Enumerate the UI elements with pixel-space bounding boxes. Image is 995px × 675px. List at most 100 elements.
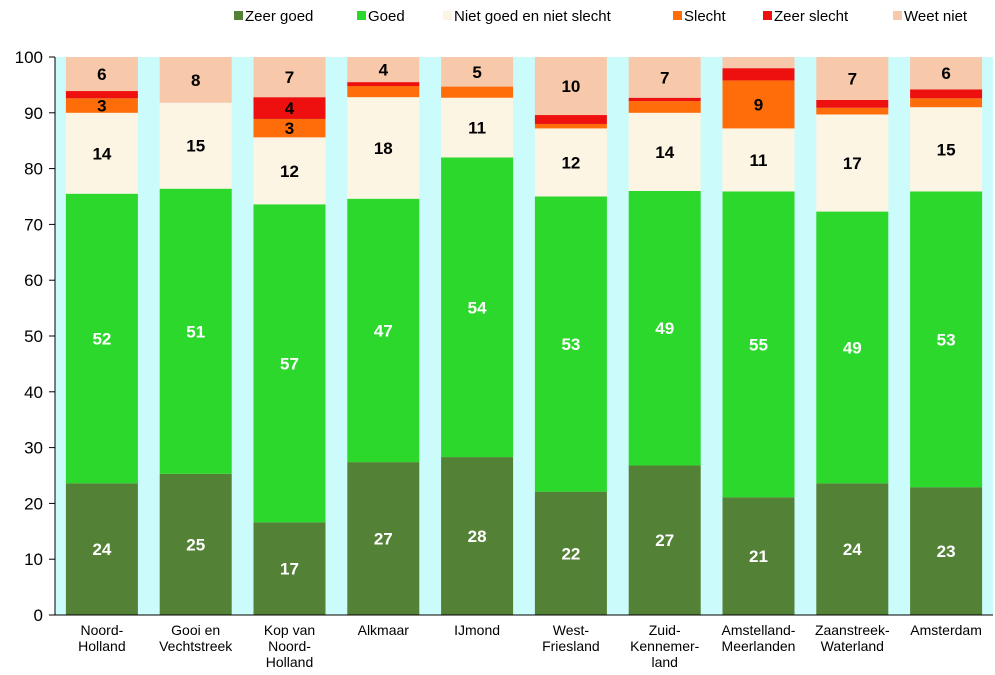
bar-segment bbox=[65, 193, 138, 484]
bar-group: 22 53 12 10 bbox=[534, 57, 607, 615]
y-tick-label: 50 bbox=[24, 327, 43, 346]
bar-segment bbox=[253, 118, 326, 138]
bar-segment bbox=[253, 204, 326, 523]
bar-group: 24 52 14 3 6 bbox=[65, 57, 138, 615]
data-label: 54 bbox=[468, 298, 487, 317]
data-label: 14 bbox=[655, 143, 674, 162]
bar-segment bbox=[441, 57, 514, 87]
bar-segment bbox=[347, 57, 420, 83]
bar-segment bbox=[628, 97, 701, 102]
data-label: 57 bbox=[280, 354, 299, 373]
bar-segment bbox=[910, 107, 983, 192]
legend-swatch bbox=[234, 11, 243, 20]
data-label: 49 bbox=[655, 319, 674, 338]
legend-label: Zeer goed bbox=[245, 8, 313, 25]
bar-segment bbox=[159, 102, 232, 189]
data-label: 28 bbox=[468, 527, 487, 546]
bar-segment bbox=[159, 188, 232, 474]
bar-segment bbox=[65, 112, 138, 194]
data-label: 4 bbox=[379, 61, 389, 80]
data-label: 21 bbox=[749, 547, 768, 566]
bar-segment bbox=[441, 86, 514, 98]
bar-segment bbox=[816, 107, 889, 115]
data-label: 24 bbox=[843, 540, 862, 559]
data-label: 3 bbox=[97, 97, 106, 116]
bar-segment bbox=[534, 123, 607, 129]
x-category-label: land bbox=[651, 654, 677, 670]
bar-group: 28 54 11 5 bbox=[441, 57, 514, 615]
bar-segment bbox=[910, 191, 983, 488]
bar-group: 21 55 11 9 bbox=[722, 57, 795, 615]
bar-segment bbox=[628, 101, 701, 113]
x-category-label: Kop van bbox=[264, 622, 315, 638]
bar-segment bbox=[534, 196, 607, 492]
y-tick-label: 30 bbox=[24, 439, 43, 458]
x-category-label: IJmond bbox=[454, 622, 500, 638]
x-category-label: Holland bbox=[78, 638, 125, 654]
data-label: 22 bbox=[561, 544, 580, 563]
bars: 2452143625511581757123472747184285411522… bbox=[65, 57, 983, 615]
data-label: 55 bbox=[749, 335, 768, 354]
data-label: 24 bbox=[92, 540, 111, 559]
legend-swatch bbox=[893, 11, 902, 20]
bar-segment bbox=[628, 465, 701, 615]
data-label: 5 bbox=[472, 63, 481, 82]
x-category-label: Kennemer- bbox=[630, 638, 700, 654]
y-tick-label: 0 bbox=[34, 606, 43, 625]
x-category-label: Friesland bbox=[542, 638, 600, 654]
bar-segment bbox=[65, 483, 138, 615]
bar-segment bbox=[65, 98, 138, 113]
data-label: 6 bbox=[941, 64, 950, 83]
data-label: 49 bbox=[843, 338, 862, 357]
bar-segment bbox=[722, 68, 795, 81]
bar-segment bbox=[628, 190, 701, 466]
data-label: 10 bbox=[561, 77, 580, 96]
bar-group: 25 51 15 8 bbox=[159, 57, 232, 615]
data-label: 11 bbox=[468, 119, 486, 138]
legend-swatch bbox=[443, 11, 452, 20]
bar-segment bbox=[159, 473, 232, 615]
data-label: 7 bbox=[660, 68, 669, 87]
data-label: 23 bbox=[937, 542, 956, 561]
y-tick-label: 20 bbox=[24, 494, 43, 513]
data-label: 12 bbox=[280, 162, 299, 181]
legend-label: Slecht bbox=[684, 8, 727, 25]
y-tick-label: 70 bbox=[24, 215, 43, 234]
bar-segment bbox=[816, 483, 889, 615]
bar-segment bbox=[722, 497, 795, 615]
data-label: 3 bbox=[285, 119, 294, 138]
bar-segment bbox=[816, 114, 889, 212]
bar-segment bbox=[534, 491, 607, 615]
bar-segment bbox=[347, 97, 420, 199]
bar-segment bbox=[253, 57, 326, 98]
data-label: 7 bbox=[848, 69, 857, 88]
x-category-label: Noord- bbox=[81, 622, 124, 638]
bar-segment bbox=[347, 82, 420, 87]
data-label: 15 bbox=[937, 140, 956, 159]
legend-swatch bbox=[357, 11, 366, 20]
legend-label: Niet goed en niet slecht bbox=[454, 8, 612, 25]
x-category-label: Alkmaar bbox=[358, 622, 410, 638]
bar-segment bbox=[910, 98, 983, 108]
x-category-label: Amstelland- bbox=[722, 622, 796, 638]
data-label: 53 bbox=[937, 330, 956, 349]
bar-segment bbox=[722, 128, 795, 192]
data-label: 7 bbox=[285, 68, 294, 87]
bar-segment bbox=[534, 128, 607, 197]
bar-segment bbox=[159, 57, 232, 103]
bar-segment bbox=[347, 462, 420, 615]
data-label: 27 bbox=[655, 531, 674, 550]
legend-label: Weet niet bbox=[904, 8, 968, 25]
bar-segment bbox=[253, 522, 326, 615]
y-tick-label: 60 bbox=[24, 271, 43, 290]
x-category-label: West- bbox=[553, 622, 590, 638]
data-label: 14 bbox=[92, 144, 111, 163]
bar-segment bbox=[65, 57, 138, 92]
bar-segment bbox=[910, 57, 983, 90]
legend-label: Zeer slecht bbox=[774, 8, 849, 25]
bar-segment bbox=[534, 115, 607, 124]
bar-segment bbox=[722, 191, 795, 498]
bar-segment bbox=[628, 112, 701, 191]
